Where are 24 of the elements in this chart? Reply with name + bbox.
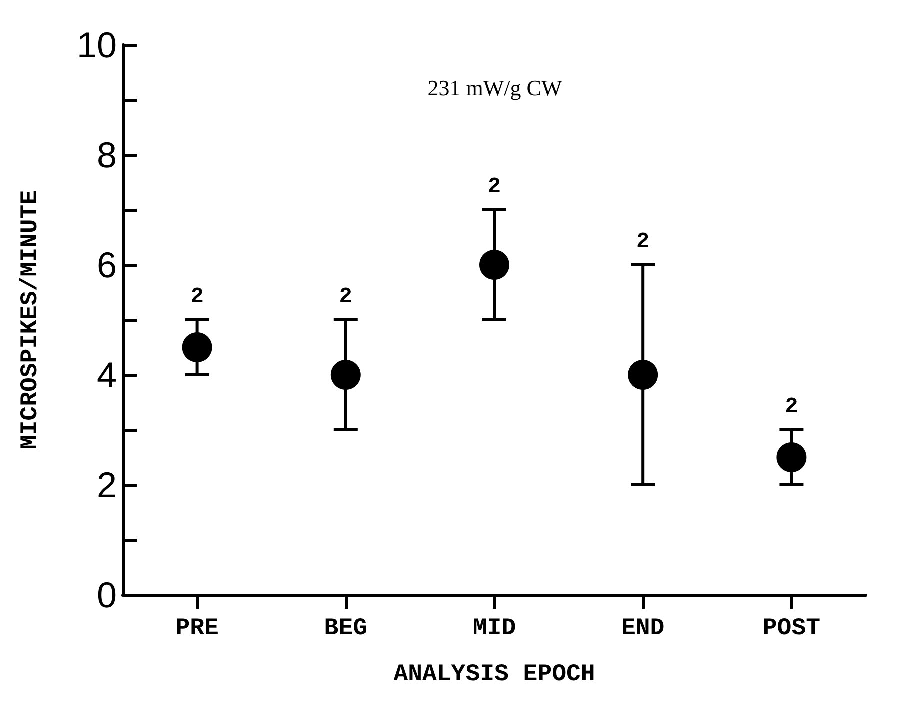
x-tick-label: END bbox=[621, 616, 665, 642]
y-tick-label: 0 bbox=[96, 574, 117, 616]
annotation: 2 bbox=[339, 284, 352, 310]
annotation: 2 bbox=[190, 284, 204, 310]
point bbox=[480, 250, 510, 280]
x-tick-label: MID bbox=[472, 616, 516, 642]
x-tick-label: BEG bbox=[324, 616, 368, 642]
text: 231 mW/g CW bbox=[428, 76, 562, 100]
y-tick-label: 8 bbox=[96, 134, 117, 176]
point bbox=[182, 332, 212, 362]
y-tick-label: 2 bbox=[96, 464, 117, 506]
x-tick-label: PRE bbox=[176, 616, 219, 642]
point bbox=[776, 442, 807, 472]
x-axis-title: ANALYSIS EPOCH bbox=[394, 662, 596, 688]
y-tick-label: 6 bbox=[96, 244, 117, 286]
annotation: 2 bbox=[785, 394, 798, 420]
y-tick-label: 4 bbox=[96, 354, 117, 396]
annotation: 2 bbox=[488, 174, 502, 200]
point bbox=[628, 360, 658, 390]
annotation: 2 bbox=[636, 230, 650, 254]
y-tick-label: 10 bbox=[76, 24, 117, 66]
y-axis-title: MICROSPIKES/MINUTE bbox=[18, 190, 44, 450]
point bbox=[330, 360, 361, 390]
x-tick-label: POST bbox=[762, 616, 821, 642]
